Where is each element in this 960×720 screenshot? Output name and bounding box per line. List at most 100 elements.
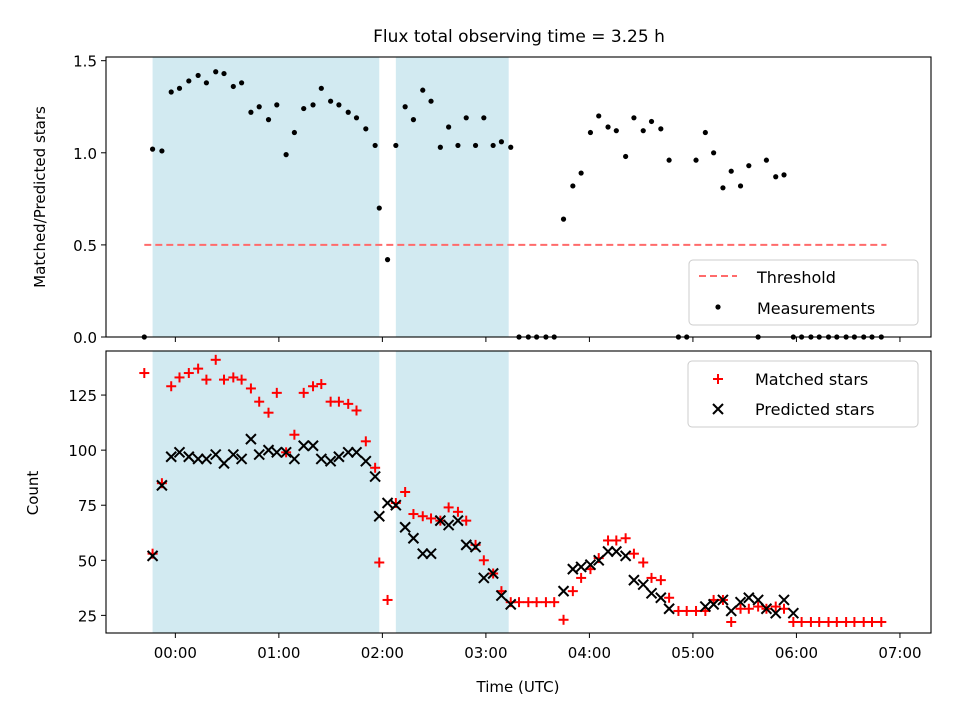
legend-measurements-swatch: [715, 304, 721, 310]
predicted-point: [743, 592, 755, 604]
matched-point: [770, 601, 781, 612]
predicted-point: [200, 453, 213, 465]
measurements-point: [490, 142, 496, 149]
predicted-point: [425, 547, 437, 560]
xtick-label: 01:00: [257, 644, 300, 662]
measurements-point: [737, 183, 744, 189]
predicted-point: [307, 440, 319, 452]
measurements-point: [711, 150, 717, 156]
matched-point: [193, 363, 204, 374]
xtick-label: 02:00: [361, 644, 404, 662]
matched-point: [408, 509, 419, 520]
predicted-point: [373, 510, 385, 522]
matched-point: [298, 387, 309, 398]
predicted-point: [717, 594, 729, 606]
predicted-point: [778, 594, 790, 606]
predicted-point: [752, 594, 764, 606]
predicted-point: [210, 448, 222, 461]
matched-point: [374, 557, 385, 568]
predicted-point: [469, 541, 482, 553]
predicted-point: [655, 592, 667, 604]
predicted-point: [156, 479, 168, 492]
measurements-point: [291, 129, 297, 136]
matched-point: [814, 616, 825, 627]
measurements-point: [328, 98, 334, 104]
matched-point: [174, 372, 185, 383]
measurements-point: [720, 185, 726, 191]
matched-point: [638, 557, 649, 568]
measurements-point: [283, 152, 289, 158]
legend-predicted-label: Predicted stars: [755, 400, 875, 419]
bottom-axes-frame: [105, 350, 932, 634]
predicted-point: [760, 603, 773, 615]
matched-point: [866, 616, 877, 627]
predicted-point: [505, 598, 517, 611]
legend-measurements-label: Measurements: [757, 299, 875, 318]
xtick-label: 07:00: [878, 644, 921, 662]
measurements-point: [176, 85, 183, 91]
xtick-label: 05:00: [671, 644, 714, 662]
measurements-point: [248, 109, 254, 115]
measurements-point: [230, 83, 236, 90]
predicted-point: [381, 497, 394, 509]
matched-point: [452, 506, 463, 517]
measurements-point: [702, 129, 708, 136]
predicted-point: [298, 440, 310, 452]
matched-point: [849, 616, 860, 627]
measurements-point: [763, 157, 770, 163]
predicted-point: [271, 446, 283, 459]
matched-point: [743, 603, 754, 614]
matched-point: [370, 462, 381, 473]
matched-point: [210, 354, 221, 365]
top-shaded-interval-1: [395, 57, 509, 337]
predicted-point: [369, 470, 381, 483]
predicted-point: [725, 605, 737, 617]
measurements-point: [274, 102, 280, 108]
predicted-point: [557, 585, 570, 597]
predicted-point: [645, 587, 658, 600]
measurements-point: [203, 80, 210, 86]
predicted-point: [280, 446, 292, 459]
matched-point: [219, 374, 230, 385]
predicted-point: [399, 521, 411, 533]
legend-predicted-swatch: [712, 403, 724, 415]
bottom-panel: Count Time (UTC) 25 50 75 100 125 00:00 01:00 0…: [24, 350, 932, 696]
predicted-point: [183, 451, 195, 463]
matched-point: [245, 383, 256, 394]
x-axis-label: Time (UTC): [476, 678, 560, 696]
top-shaded-interval-0: [152, 57, 380, 337]
matched-point: [567, 586, 578, 597]
predicted-point: [315, 453, 328, 465]
legend-threshold-label: Threshold: [756, 268, 836, 287]
predicted-point: [407, 532, 420, 544]
measurements-point: [508, 144, 514, 150]
legend-matched-swatch: [713, 374, 723, 384]
predicted-point: [342, 446, 354, 459]
measurements-point: [648, 118, 655, 125]
matched-point: [514, 597, 525, 608]
matched-point: [139, 368, 150, 379]
predicted-point: [637, 578, 649, 591]
matched-point: [576, 572, 587, 583]
bottom-legend: Matched stars Predicted stars: [687, 360, 919, 428]
matched-point: [263, 407, 274, 418]
matched-point: [461, 515, 472, 526]
xtick-label: 06:00: [775, 644, 818, 662]
predicted-point: [417, 547, 429, 560]
predicted-point: [567, 563, 579, 575]
top-axes-frame: [105, 56, 932, 338]
measurements-point: [301, 105, 307, 112]
top-ylabel: Matched/Predicted stars: [31, 106, 49, 288]
bottom-shaded-interval-0: [152, 351, 380, 633]
legend-box: [688, 259, 919, 326]
predicted-point: [619, 550, 632, 562]
measurements-point: [221, 70, 227, 77]
predicted-point: [593, 554, 605, 567]
bottom-shaded-interval-1: [395, 351, 509, 633]
matched-point: [417, 511, 428, 522]
top-ytick-label: 0.5: [73, 237, 97, 255]
bottom-ytick-label: 75: [78, 497, 97, 515]
bottom-ytick-label: 50: [78, 552, 97, 570]
matched-point: [351, 405, 362, 416]
